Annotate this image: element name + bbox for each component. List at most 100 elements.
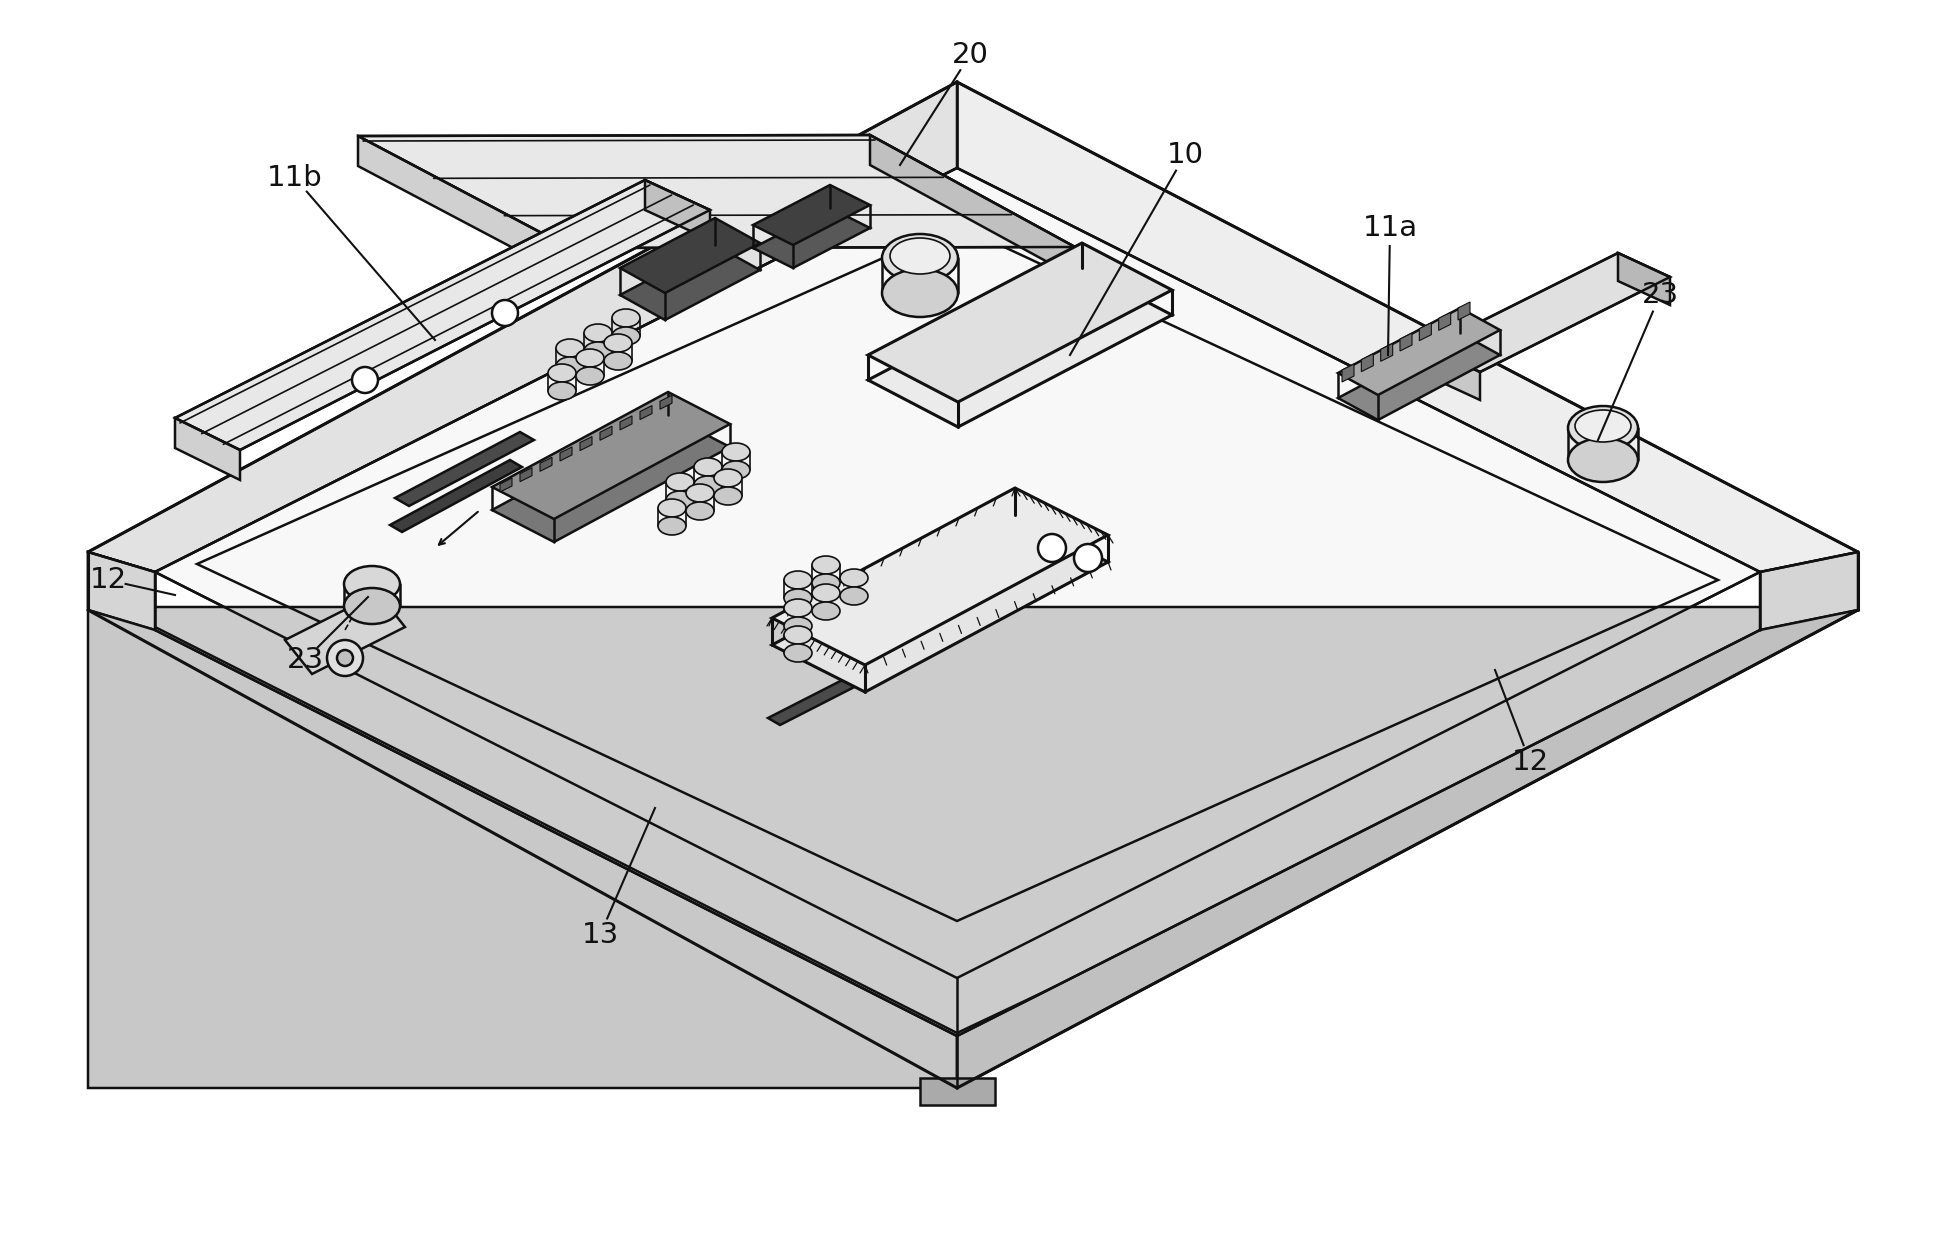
Ellipse shape: [555, 356, 584, 375]
Ellipse shape: [547, 364, 576, 383]
Ellipse shape: [783, 599, 812, 617]
Ellipse shape: [694, 458, 721, 476]
Polygon shape: [1420, 323, 1431, 340]
Polygon shape: [89, 551, 155, 630]
Circle shape: [337, 650, 354, 666]
Ellipse shape: [783, 645, 812, 662]
Polygon shape: [580, 437, 592, 451]
Ellipse shape: [665, 473, 694, 491]
Ellipse shape: [658, 517, 687, 535]
Polygon shape: [1338, 333, 1501, 420]
Polygon shape: [540, 457, 551, 471]
Polygon shape: [1439, 312, 1450, 330]
Ellipse shape: [584, 342, 611, 360]
Polygon shape: [1342, 364, 1354, 383]
Ellipse shape: [547, 383, 576, 400]
Ellipse shape: [603, 334, 632, 351]
Ellipse shape: [603, 351, 632, 370]
Polygon shape: [358, 135, 1075, 248]
Polygon shape: [772, 515, 1108, 692]
Ellipse shape: [721, 461, 750, 479]
Polygon shape: [621, 219, 760, 293]
Text: 11b: 11b: [267, 164, 323, 193]
Polygon shape: [1338, 308, 1501, 395]
Ellipse shape: [783, 617, 812, 635]
Polygon shape: [174, 419, 240, 479]
Polygon shape: [870, 135, 1075, 277]
Polygon shape: [89, 551, 155, 627]
Polygon shape: [89, 610, 957, 1088]
Polygon shape: [501, 478, 513, 492]
Ellipse shape: [665, 491, 694, 509]
Circle shape: [1039, 534, 1066, 561]
Polygon shape: [284, 592, 404, 674]
Polygon shape: [957, 82, 1859, 573]
Polygon shape: [89, 82, 957, 573]
Polygon shape: [155, 168, 1760, 977]
Text: 23: 23: [1642, 281, 1679, 309]
Text: 13: 13: [582, 922, 619, 949]
Text: 11a: 11a: [1362, 214, 1418, 242]
Text: 12: 12: [1512, 748, 1549, 776]
Ellipse shape: [721, 443, 750, 461]
Ellipse shape: [1568, 406, 1638, 450]
Ellipse shape: [714, 469, 743, 487]
Polygon shape: [1381, 343, 1392, 361]
Ellipse shape: [658, 499, 687, 517]
Circle shape: [491, 301, 518, 325]
Ellipse shape: [882, 270, 957, 317]
Polygon shape: [772, 488, 1108, 664]
Polygon shape: [752, 207, 870, 268]
Polygon shape: [640, 406, 652, 420]
Polygon shape: [520, 468, 532, 482]
Ellipse shape: [1568, 438, 1638, 482]
Polygon shape: [921, 1078, 994, 1105]
Polygon shape: [768, 671, 872, 725]
Ellipse shape: [839, 569, 868, 587]
Ellipse shape: [783, 626, 812, 645]
Ellipse shape: [344, 566, 400, 602]
Polygon shape: [659, 395, 671, 409]
Polygon shape: [868, 243, 1172, 402]
Polygon shape: [1760, 551, 1859, 630]
Polygon shape: [391, 460, 522, 532]
Ellipse shape: [344, 587, 400, 623]
Ellipse shape: [714, 487, 743, 505]
Circle shape: [327, 640, 364, 676]
Ellipse shape: [687, 502, 714, 520]
Polygon shape: [957, 610, 1859, 1088]
Circle shape: [1073, 544, 1102, 573]
Polygon shape: [89, 607, 1859, 1033]
Ellipse shape: [576, 366, 603, 385]
Ellipse shape: [611, 309, 640, 327]
Polygon shape: [600, 426, 611, 440]
Polygon shape: [1400, 333, 1412, 351]
Ellipse shape: [812, 602, 839, 620]
Ellipse shape: [555, 339, 584, 356]
Ellipse shape: [694, 476, 721, 494]
Circle shape: [352, 366, 377, 392]
Polygon shape: [646, 180, 710, 240]
Ellipse shape: [576, 349, 603, 366]
Ellipse shape: [687, 484, 714, 502]
Ellipse shape: [783, 589, 812, 607]
Polygon shape: [868, 268, 1172, 427]
Ellipse shape: [783, 571, 812, 589]
Ellipse shape: [812, 584, 839, 602]
Text: 12: 12: [89, 566, 126, 594]
Polygon shape: [621, 245, 760, 320]
Polygon shape: [621, 416, 632, 430]
Polygon shape: [491, 392, 729, 519]
Ellipse shape: [611, 327, 640, 345]
Polygon shape: [1427, 348, 1480, 400]
Polygon shape: [1619, 253, 1669, 306]
Polygon shape: [752, 185, 870, 245]
Ellipse shape: [1574, 410, 1630, 442]
Ellipse shape: [812, 574, 839, 592]
Polygon shape: [395, 432, 534, 505]
Ellipse shape: [584, 324, 611, 342]
Ellipse shape: [839, 587, 868, 605]
Polygon shape: [491, 415, 729, 542]
Polygon shape: [358, 137, 571, 278]
Ellipse shape: [890, 238, 950, 274]
